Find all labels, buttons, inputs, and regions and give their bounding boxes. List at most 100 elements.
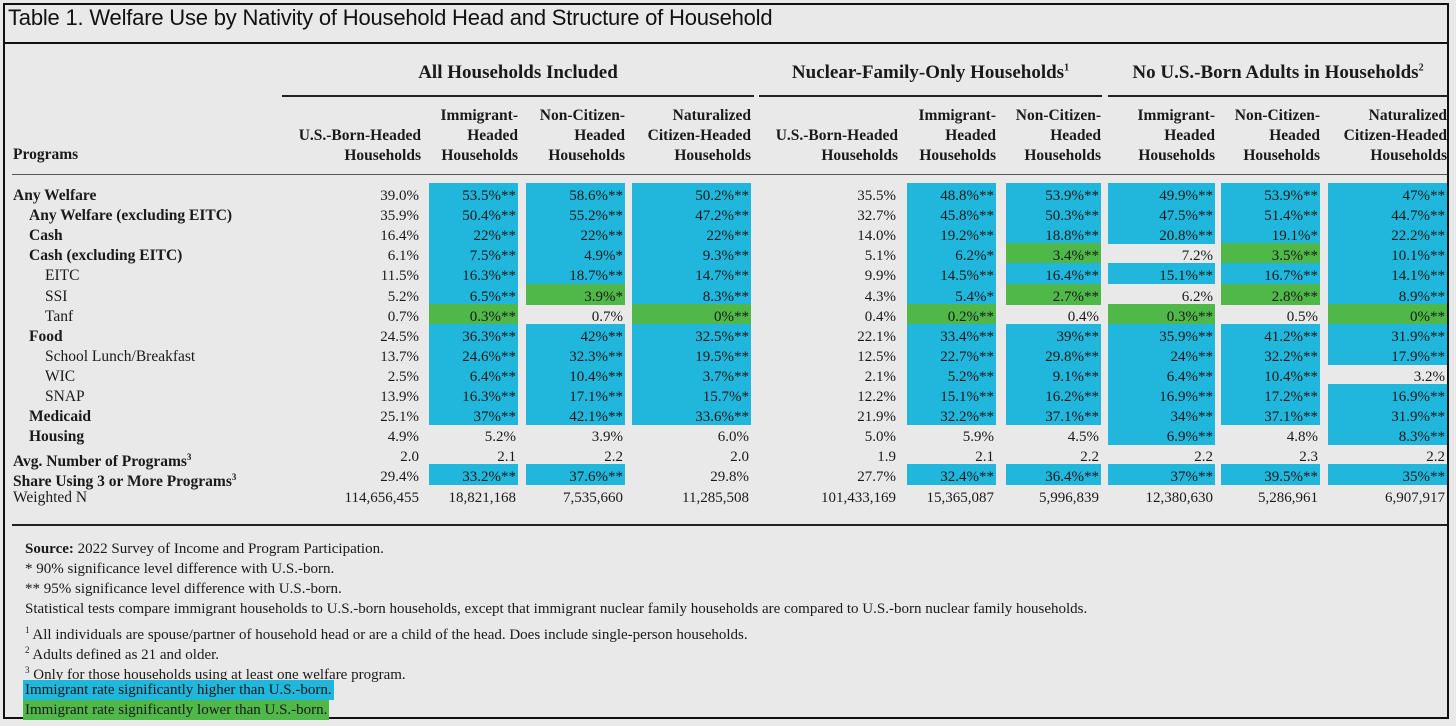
highlight-higher [1006, 263, 1101, 285]
highlight-higher [1006, 363, 1101, 385]
row-label: Any Welfare (excluding EITC) [29, 206, 232, 226]
table-cell: 34%** [1170, 409, 1214, 426]
column-header: Non-Citizen- Headed Households [1234, 107, 1320, 164]
table-cell: 13.7% [380, 348, 419, 365]
table-cell: 22.1% [857, 328, 896, 345]
table-cell: 0%** [1410, 308, 1445, 325]
table-cell: 19.1%* [1271, 228, 1318, 245]
highlight-higher [429, 404, 518, 426]
table-cell: 6,907,917 [1385, 489, 1445, 506]
highlight-lower [1108, 303, 1215, 325]
row-label-text: Tanf [45, 307, 74, 325]
highlight-higher [526, 323, 625, 345]
highlight-higher [907, 243, 996, 265]
highlight-higher [1006, 384, 1101, 405]
highlight-higher [1221, 223, 1320, 245]
table-cell: 2.2 [1080, 449, 1099, 466]
table-cell: 0.3%** [1166, 308, 1213, 325]
highlight-higher [632, 263, 751, 285]
table-cell: 16.3%** [462, 389, 516, 405]
row-label: Any Welfare [13, 186, 96, 206]
table-cell: 18.8%** [1045, 228, 1099, 245]
table-cell: 2.2 [1194, 449, 1213, 466]
group-rule [282, 95, 754, 97]
table-cell: 35.5% [857, 188, 896, 204]
highlight-higher [1221, 464, 1320, 486]
table-cell: 6.4%** [1166, 368, 1213, 385]
table-cell: 31.9%** [1391, 328, 1445, 345]
table-cell: 3.9% [591, 429, 623, 446]
table-cell: 47.5%** [1159, 208, 1213, 225]
column-header: Non-Citizen- Headed Households [1015, 107, 1101, 164]
column-header: U.S.-Born-Headed Households [298, 127, 421, 164]
table-cell: 22%** [706, 228, 750, 245]
highlight-higher [632, 283, 751, 305]
row-label: EITC [45, 266, 79, 286]
row-label-text: Cash (excluding EITC) [29, 247, 183, 265]
table-cell: 5.1% [864, 248, 896, 265]
table-cell: 16.7%** [1264, 268, 1318, 285]
table-cell: 50.2%** [695, 188, 749, 204]
row-label: Share Using 3 or More Programs3 [13, 467, 236, 492]
group-rule [759, 95, 1102, 97]
table-cell: 15.1%** [1159, 268, 1213, 285]
table-cell: 18.7%** [569, 268, 623, 285]
table-cell: 10.4%** [1264, 368, 1318, 385]
highlight-higher [1328, 183, 1447, 204]
highlight-higher [429, 343, 518, 365]
header-divider [12, 174, 1447, 175]
table-cell: 42.1%** [569, 409, 623, 426]
column-header: Naturalized Citizen-Headed Households [647, 107, 751, 164]
row-label-text: Share Using 3 or More Programs [13, 473, 232, 491]
highlight-higher [429, 464, 518, 486]
table-cell: 2.2 [1426, 449, 1445, 466]
table-cell: 4.3% [864, 288, 896, 305]
row-label: Food [29, 327, 63, 347]
group-footnote-mark: 1 [1064, 62, 1070, 74]
highlight-higher [1328, 384, 1447, 405]
table-cell: 35.9%** [1159, 328, 1213, 345]
highlight-higher [1221, 323, 1320, 345]
table-cell: 24%** [1170, 348, 1214, 365]
highlight-higher [429, 384, 518, 405]
highlight-higher [632, 323, 751, 345]
highlight-lower [1221, 283, 1320, 305]
table-cell: 19.2%** [940, 228, 994, 245]
table-cell: 48.8%** [940, 188, 994, 204]
table-cell: 36.4%** [1045, 469, 1099, 486]
highlight-higher [429, 283, 518, 305]
highlight-higher [429, 323, 518, 345]
table-cell: 35%** [1402, 469, 1446, 486]
highlight-lower [1221, 243, 1320, 265]
table-cell: 8.9%** [1398, 288, 1445, 305]
row-label-text: Avg. Number of Programs [13, 453, 187, 471]
table-cell: 18,821,168 [448, 489, 517, 506]
highlight-higher [1108, 363, 1215, 385]
table-cell: 32.5%** [695, 328, 749, 345]
highlight-higher [526, 203, 625, 225]
highlight-higher [429, 243, 518, 265]
table-cell: 37.1%** [1264, 409, 1318, 426]
highlight-higher [429, 203, 518, 225]
table-cell: 4.5% [1067, 429, 1099, 446]
highlight-higher [907, 323, 996, 345]
row-label: School Lunch/Breakfast [45, 347, 195, 367]
highlight-higher [1328, 203, 1447, 225]
highlight-higher [429, 183, 518, 204]
table-cell: 3.9%* [584, 288, 623, 305]
table-cell: 3.7%** [702, 368, 749, 385]
footnote-2: 2 Adults defined as 21 and older. [25, 640, 219, 665]
table-cell: 39%** [1056, 328, 1100, 345]
column-header: Immigrant- Headed Households [918, 107, 997, 164]
highlight-higher [1328, 323, 1447, 345]
table-cell: 2.2 [604, 449, 623, 466]
table-cell: 14.0% [857, 228, 896, 245]
table-cell: 37.1%** [1045, 409, 1099, 426]
table-cell: 55.2%** [569, 208, 623, 225]
table-cell: 2.0 [730, 449, 749, 466]
highlight-lower [1006, 243, 1101, 265]
group-label: No U.S.-Born Adults in Households [1132, 62, 1419, 83]
highlight-higher [907, 263, 996, 285]
table-cell: 27.7% [857, 469, 896, 486]
row-label-text: School Lunch/Breakfast [45, 347, 196, 365]
